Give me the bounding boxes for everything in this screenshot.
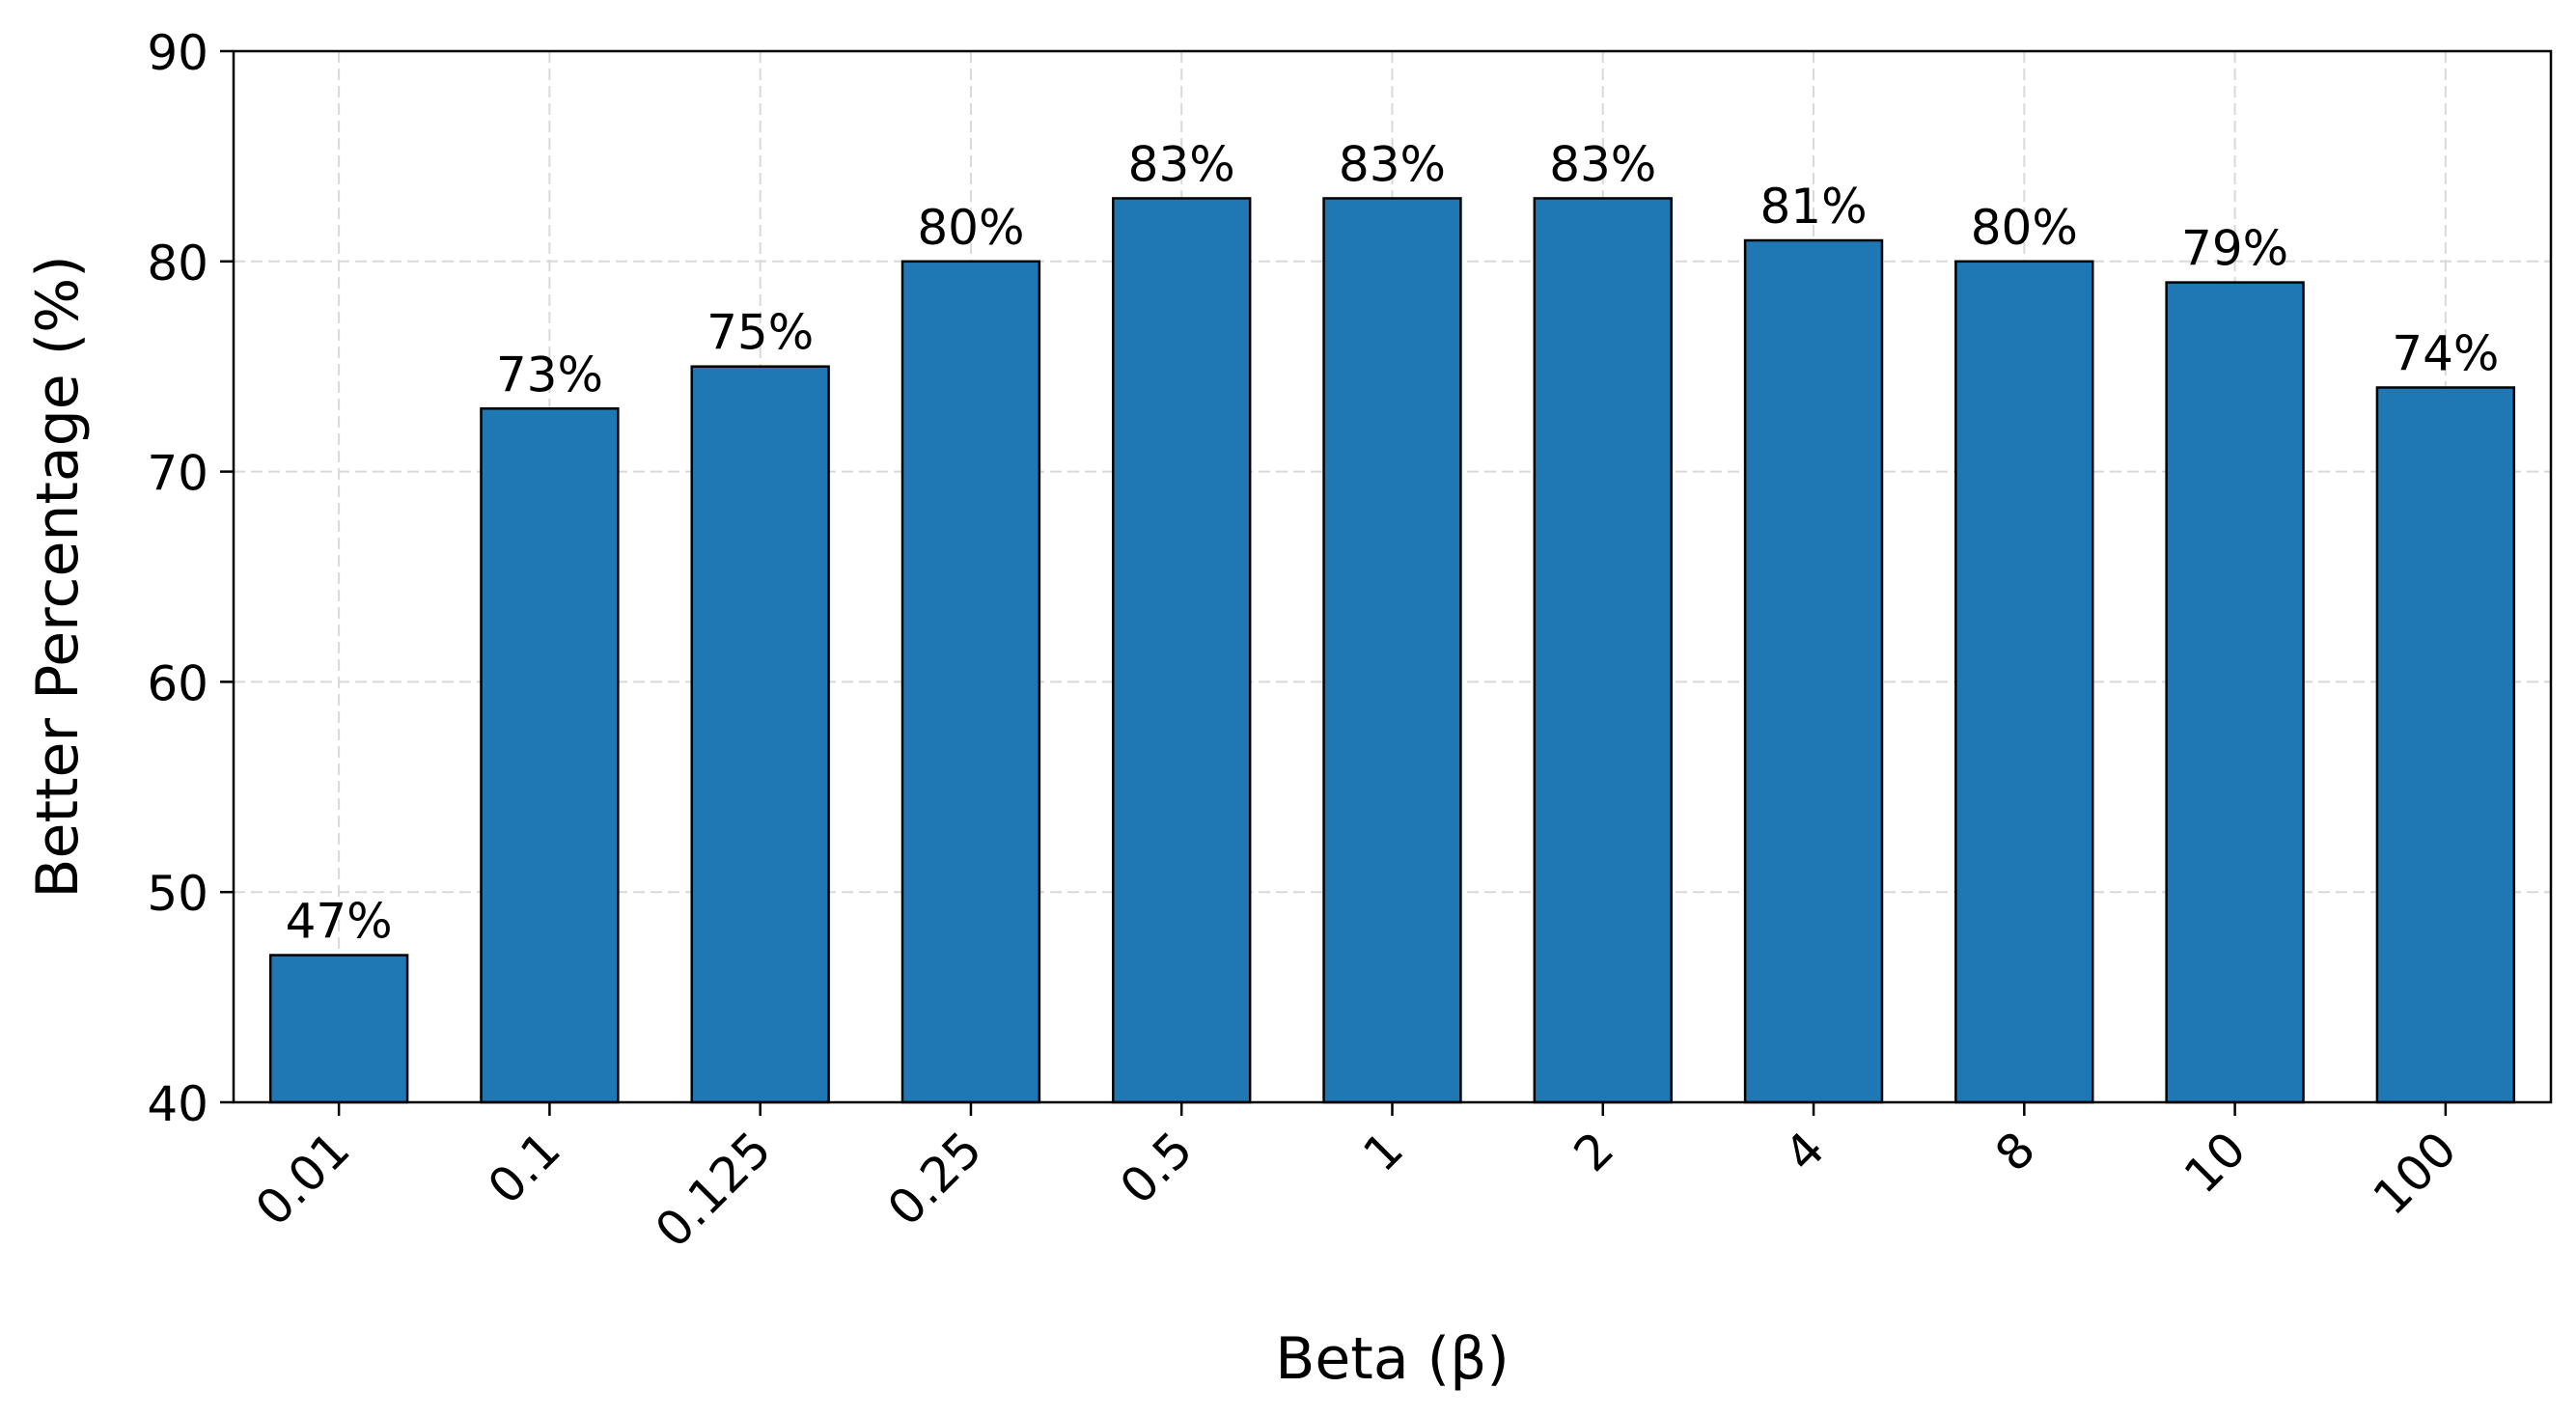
bars bbox=[268, 197, 2516, 1104]
data-label-1: 83% bbox=[1339, 136, 1446, 192]
data-label-0.01: 47% bbox=[286, 894, 393, 950]
x-tick-label-0.5: 0.5 bbox=[1109, 1121, 1203, 1214]
bar-0.01 bbox=[268, 954, 409, 1104]
bar-8 bbox=[1954, 260, 2094, 1104]
data-label-0.1: 73% bbox=[496, 347, 603, 403]
x-tick-label-0.25: 0.25 bbox=[877, 1121, 993, 1236]
x-axis-label: Beta (β) bbox=[1275, 1325, 1510, 1393]
bar-100 bbox=[2375, 386, 2516, 1104]
x-tick-label-1: 1 bbox=[1352, 1121, 1414, 1182]
bar-1 bbox=[1322, 197, 1462, 1104]
y-axis-label: Better Percentage (%) bbox=[24, 255, 92, 898]
bar-10 bbox=[2165, 281, 2305, 1104]
x-tick-label-0.125: 0.125 bbox=[645, 1121, 782, 1258]
x-tick-label-0.1: 0.1 bbox=[478, 1121, 571, 1214]
data-label-0.25: 80% bbox=[917, 200, 1024, 256]
y-tick-label: 60 bbox=[147, 655, 208, 711]
x-tick-label-2: 2 bbox=[1564, 1121, 1625, 1182]
data-label-10: 79% bbox=[2181, 221, 2288, 277]
bar-0.5 bbox=[1112, 197, 1252, 1104]
x-tick-label-4: 4 bbox=[1774, 1121, 1836, 1182]
bar-0.125 bbox=[690, 365, 830, 1104]
y-tick-label: 90 bbox=[147, 25, 208, 81]
y-tick-label: 40 bbox=[147, 1076, 208, 1132]
y-tick-label: 70 bbox=[147, 446, 208, 502]
data-label-0.125: 75% bbox=[706, 305, 814, 361]
x-tick-label-0.01: 0.01 bbox=[245, 1121, 361, 1236]
x-tick-label-10: 10 bbox=[2174, 1121, 2257, 1204]
y-tick-label: 50 bbox=[147, 866, 208, 922]
data-labels: 47% 73% 75% 80% 83% 83% 83% 81% 80% 79% 74% bbox=[286, 136, 2500, 949]
bar-2 bbox=[1533, 197, 1673, 1104]
data-label-8: 80% bbox=[1971, 200, 2078, 256]
y-axis-ticks: 40 50 60 70 80 90 bbox=[147, 25, 234, 1132]
data-label-2: 83% bbox=[1549, 136, 1656, 192]
data-label-4: 81% bbox=[1759, 179, 1867, 235]
bar-0.25 bbox=[900, 260, 1041, 1104]
data-label-100: 74% bbox=[2392, 325, 2499, 381]
x-tick-label-8: 8 bbox=[1984, 1121, 2046, 1182]
x-tick-label-100: 100 bbox=[2363, 1121, 2467, 1225]
bar-0.1 bbox=[480, 407, 620, 1104]
bar-4 bbox=[1743, 238, 1884, 1104]
data-label-0.5: 83% bbox=[1128, 136, 1235, 192]
y-tick-label: 80 bbox=[147, 236, 208, 292]
x-axis-ticks: 0.01 0.1 0.125 0.25 0.5 1 2 4 8 10 100 bbox=[245, 1102, 2467, 1259]
